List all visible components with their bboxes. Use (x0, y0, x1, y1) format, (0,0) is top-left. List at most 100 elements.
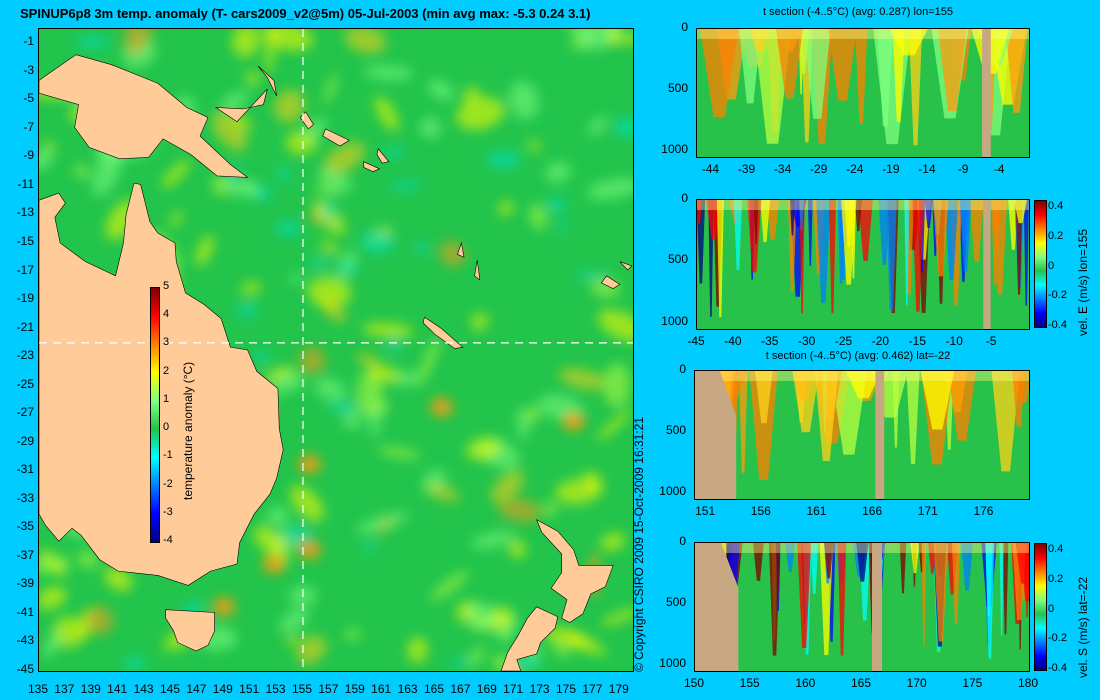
section-x-tick: 180 (1017, 676, 1039, 690)
anomaly-blob (439, 241, 466, 267)
section-y-tick: 0 (681, 191, 688, 205)
new-guinea-landmass (39, 54, 249, 178)
cool-blob (123, 656, 146, 671)
island-8 (600, 275, 621, 289)
cool-blob (321, 199, 336, 222)
section-cell (856, 543, 869, 582)
section-cell (1023, 200, 1029, 306)
anomaly-blob (417, 336, 441, 386)
section-x-tick: 156 (750, 504, 771, 518)
anomaly-blob (491, 470, 524, 504)
island-2 (299, 111, 314, 130)
section-cell (754, 371, 773, 424)
lon-tick-label: 147 (186, 682, 207, 696)
lat-tick-label: -19 (16, 291, 34, 306)
vel-s-colorbar-label: vel. S (m/s) lat=-22 (1076, 576, 1090, 678)
anomaly-blob (240, 282, 262, 295)
section-y-tick: 1000 (659, 483, 686, 498)
section-cell (749, 29, 769, 52)
anomaly-blob (369, 404, 381, 438)
anomaly-blob (498, 200, 514, 216)
section-x-tick: -9 (957, 162, 969, 176)
anomaly-blob (273, 89, 305, 123)
panel-1-title: t section (-4..5°C) (avg: 0.287) lon=155 (763, 6, 953, 18)
section-cell (1015, 543, 1029, 584)
section-cell (892, 371, 900, 448)
section-cell (959, 200, 972, 272)
lat-tick-label: -35 (16, 519, 34, 534)
anomaly-blob (508, 539, 526, 559)
section-cell (700, 29, 739, 117)
lon-tick-label: 163 (397, 682, 418, 696)
anomaly-blob (39, 556, 72, 574)
section-x-tick: -5 (985, 334, 997, 348)
cool-blob (360, 230, 395, 254)
cool-blob (253, 186, 272, 201)
section-cell (753, 200, 759, 245)
anomaly-blob (320, 240, 339, 254)
section-cell (924, 200, 933, 229)
section-cell (858, 200, 873, 262)
anomaly-blob (529, 203, 547, 230)
warm-eddy (262, 555, 285, 573)
colorbar-tick: -0.4 (1048, 662, 1067, 674)
lon-tick-label: 149 (212, 682, 233, 696)
anomaly-blob (313, 185, 341, 195)
section-cell (1015, 200, 1023, 295)
anomaly-blob (470, 313, 489, 331)
section-x-tick: -25 (834, 334, 853, 348)
section-cell (749, 371, 778, 480)
lon-tick-label: 165 (423, 682, 445, 696)
section-x-tick: 151 (695, 504, 716, 518)
cool-blob (388, 338, 401, 355)
section-x-tick: -24 (846, 162, 864, 176)
surface-layer (697, 29, 1029, 39)
section-y-tick: 500 (665, 422, 686, 437)
new-zealand-north-island (536, 519, 614, 623)
warm-eddy (212, 597, 235, 616)
warm-eddy (298, 540, 321, 559)
section-cell (937, 29, 967, 111)
new-zealand-south-island (500, 606, 559, 671)
anomaly-blob (605, 34, 633, 44)
section-cell (912, 200, 924, 312)
cool-blob (253, 350, 270, 364)
section-cell (785, 543, 796, 573)
section-land (875, 371, 885, 499)
anomaly-blob (43, 631, 61, 659)
island-5 (376, 148, 390, 164)
section-cell (766, 200, 780, 240)
anomaly-blob (499, 499, 542, 522)
anomaly-blob (600, 532, 626, 551)
anomaly-blob (345, 628, 361, 641)
landmass-layer (39, 54, 633, 671)
anomaly-blob (565, 29, 596, 41)
colorbar-tick: 0 (163, 421, 170, 434)
anomaly-blob (304, 117, 327, 141)
vel-e-colorbar-label: vel. E (m/s) lon=155 (1076, 228, 1090, 336)
anomaly-blob (374, 96, 399, 131)
lon-tick-label: 169 (476, 682, 497, 696)
colorbar-tick: 4 (163, 308, 170, 321)
section-cell (991, 371, 1020, 472)
lon-tick-label: 177 (582, 682, 603, 696)
warm-eddy (562, 412, 585, 431)
anomaly-blob (195, 234, 214, 267)
section-cell (789, 200, 795, 236)
section-cell (947, 371, 977, 441)
section-x-tick: 160 (795, 676, 816, 690)
colorbar-tick: 0.4 (1048, 543, 1064, 556)
section-cell (899, 543, 907, 594)
lat-tick-label: -27 (16, 405, 34, 420)
anomaly-blob (231, 29, 260, 58)
panel-3-title: t section (-4..5°C) (avg: 0.462) lat=-22 (765, 350, 951, 362)
section-cell (854, 200, 862, 232)
cool-blob (328, 400, 358, 413)
anomaly-blob (211, 111, 248, 151)
anomaly-blob (356, 353, 380, 367)
cool-blob (236, 303, 258, 318)
anomaly-blob (420, 117, 441, 139)
anomaly-blob (509, 81, 539, 120)
colorbar-tick: 0.2 (1048, 573, 1064, 586)
section-y-tick: 1000 (661, 141, 688, 156)
